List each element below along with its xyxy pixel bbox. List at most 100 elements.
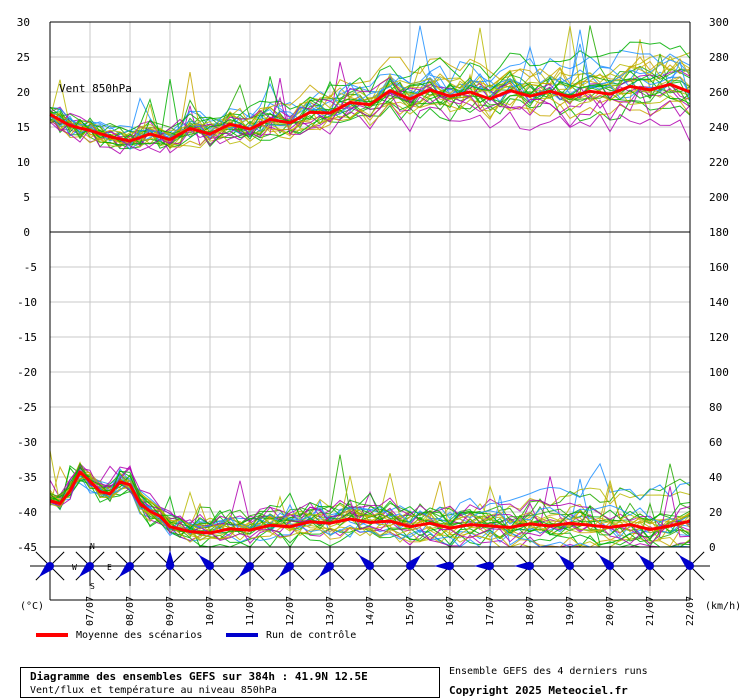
ensemble-member-line xyxy=(49,89,691,149)
right-unit-label: (km/h) xyxy=(705,601,740,612)
rose-hub xyxy=(686,562,694,570)
legend-control-swatch xyxy=(226,633,258,637)
axis-ticks: 302520151050300280260240220200180-5-10-1… xyxy=(17,16,729,554)
runs-note: Ensemble GEFS des 4 derniers runs xyxy=(449,666,648,677)
caption-subtitle: Vent/flux et température au niveau 850hP… xyxy=(30,685,277,696)
wind-rose xyxy=(630,546,670,586)
wind-rose xyxy=(310,546,350,586)
ensemble-member-line xyxy=(49,465,691,545)
wind-left-tick: 30 xyxy=(17,16,30,29)
rose-hub xyxy=(526,562,534,570)
wind-rose xyxy=(70,546,110,586)
ensemble-members xyxy=(49,25,691,548)
wind-rose xyxy=(190,546,230,586)
date-label: 20/07 xyxy=(605,596,616,626)
wind-right-tick: 280 xyxy=(709,51,729,64)
rose-hub xyxy=(166,562,174,570)
compass-label: W xyxy=(72,563,77,572)
wind-right-tick: 300 xyxy=(709,16,729,29)
wind-rose xyxy=(110,546,150,586)
wind-rose xyxy=(30,546,70,586)
legend-control: Run de contrôle xyxy=(226,630,356,641)
rose-hub xyxy=(446,562,454,570)
rose-hub xyxy=(246,562,254,570)
wind-left-tick: 0 xyxy=(23,226,30,239)
wind-rose xyxy=(670,546,710,586)
temp-left-tick: -10 xyxy=(17,296,37,309)
temp-left-tick: -35 xyxy=(17,471,37,484)
date-label: 15/07 xyxy=(405,596,416,626)
temp-right-tick: 100 xyxy=(709,366,729,379)
temp-right-tick: 140 xyxy=(709,296,729,309)
legend-mean-swatch xyxy=(36,633,68,637)
wind-left-tick: 20 xyxy=(17,86,30,99)
temp-left-tick: -25 xyxy=(17,401,37,414)
temp-right-tick: 0 xyxy=(709,541,716,554)
ensemble-member-line xyxy=(49,474,691,543)
rose-hub xyxy=(326,562,334,570)
wind-right-tick: 260 xyxy=(709,86,729,99)
ensemble-member-line xyxy=(49,71,691,145)
date-label: 10/07 xyxy=(205,596,216,626)
date-label: 08/07 xyxy=(125,596,136,626)
temp-right-tick: 160 xyxy=(709,261,729,274)
temp-right-tick: 120 xyxy=(709,331,729,344)
date-label: 14/07 xyxy=(365,596,376,626)
compass-label: E xyxy=(107,563,112,572)
temp-left-tick: -15 xyxy=(17,331,37,344)
rose-hub xyxy=(406,562,414,570)
ensemble-member-line xyxy=(49,474,691,548)
date-label: 07/07 xyxy=(85,596,96,626)
date-label: 13/07 xyxy=(325,596,336,626)
rose-hub xyxy=(46,562,54,570)
date-label: 22/07 xyxy=(685,596,696,626)
temp-left-tick: -30 xyxy=(17,436,37,449)
mean-lines xyxy=(49,82,691,535)
date-axis: 07/07 08/07 09/07 10/07 11/07 12/07 13/07 14/07… xyxy=(85,596,696,626)
wind-rose xyxy=(270,546,310,586)
wind-panel-label: Vent 850hPa xyxy=(59,82,132,95)
temp-right-tick: 80 xyxy=(709,401,722,414)
wind-left-tick: 5 xyxy=(23,191,30,204)
date-label: 12/07 xyxy=(285,596,296,626)
wind-rose xyxy=(430,546,470,586)
caption-box: Diagramme des ensembles GEFS sur 384h : … xyxy=(20,667,440,698)
temp-right-tick: 40 xyxy=(709,471,722,484)
rose-hub xyxy=(486,562,494,570)
wind-left-tick: 10 xyxy=(17,156,30,169)
temp-left-tick: -5 xyxy=(24,261,37,274)
wind-rose xyxy=(390,546,430,586)
ensemble-member-line xyxy=(49,41,691,139)
legend-mean: Moyenne des scénarios xyxy=(36,630,202,641)
date-label: 21/07 xyxy=(645,596,656,626)
date-label: 16/07 xyxy=(445,596,456,626)
wind-right-tick: 240 xyxy=(709,121,729,134)
wind-rose xyxy=(510,546,550,586)
rose-hub xyxy=(126,562,134,570)
ensemble-member-line xyxy=(49,465,691,527)
plot-frame xyxy=(49,21,691,601)
date-label: 09/07 xyxy=(165,596,176,626)
temp-left-tick: -20 xyxy=(17,366,37,379)
wind-rose xyxy=(230,546,270,586)
wind-rose xyxy=(470,546,510,586)
rose-hub xyxy=(606,562,614,570)
wind-rose xyxy=(350,546,390,586)
wind-right-tick: 200 xyxy=(709,191,729,204)
caption-title: Diagramme des ensembles GEFS sur 384h : … xyxy=(30,670,368,683)
wind-rose xyxy=(150,546,190,586)
compass-label: S xyxy=(90,582,95,591)
temperature-mean-line xyxy=(49,470,691,535)
ensemble-member-line xyxy=(49,470,690,534)
rose-hub xyxy=(366,562,374,570)
wind-rose xyxy=(590,546,630,586)
wind-mean-line xyxy=(49,82,691,143)
copyright: Copyright 2025 Meteociel.fr xyxy=(449,684,628,697)
rose-hub xyxy=(286,562,294,570)
ensemble-member-line xyxy=(49,466,691,530)
ensemble-member-line xyxy=(49,86,691,152)
date-label: 17/07 xyxy=(485,596,496,626)
rose-hub xyxy=(206,562,214,570)
wind-rose xyxy=(550,546,590,586)
